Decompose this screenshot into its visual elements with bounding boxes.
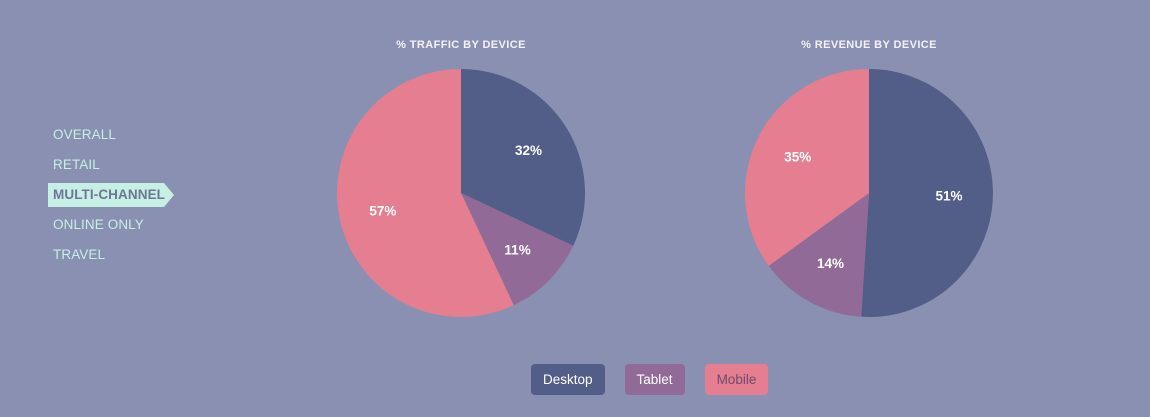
- pie-slice-mobile[interactable]: [337, 69, 514, 318]
- traffic-pie: 32% 11% 57%: [337, 69, 586, 318]
- revenue-chart-title: % REVENUE BY DEVICE: [801, 39, 937, 51]
- pie-slice-tablet[interactable]: [461, 193, 574, 306]
- pie-slice-mobile[interactable]: [744, 69, 869, 266]
- legend: Desktop Tablet Mobile: [531, 364, 769, 395]
- nav-item-travel[interactable]: TRAVEL: [0, 240, 220, 270]
- nav-item-online-only[interactable]: ONLINE ONLY: [0, 210, 220, 240]
- pie-slice-tablet[interactable]: [768, 193, 869, 317]
- legend-item-tablet[interactable]: Tablet: [624, 364, 685, 395]
- pie-slice-desktop[interactable]: [861, 69, 993, 317]
- nav-item-multi-channel[interactable]: MULTI-CHANNEL: [0, 180, 220, 210]
- legend-item-desktop[interactable]: Desktop: [531, 364, 605, 395]
- pie-label-mobile: 35%: [784, 150, 811, 165]
- pie-label-desktop: 51%: [935, 189, 962, 204]
- pie-slice-desktop[interactable]: [461, 69, 586, 246]
- nav-item-label: MULTI-CHANNEL: [53, 187, 166, 202]
- sidebar-nav: OVERALL RETAIL MULTI-CHANNEL ONLINE ONLY…: [0, 120, 220, 270]
- nav-item-retail[interactable]: RETAIL: [0, 150, 220, 180]
- pie-label-desktop: 32%: [515, 143, 542, 158]
- pie-label-mobile: 57%: [369, 203, 396, 218]
- legend-item-mobile[interactable]: Mobile: [704, 364, 769, 395]
- pie-label-tablet: 14%: [817, 256, 844, 271]
- nav-item-label: ONLINE ONLY: [53, 217, 144, 232]
- nav-item-label: OVERALL: [53, 127, 116, 142]
- active-indicator-arrow: [48, 183, 174, 207]
- traffic-chart-title: % TRAFFIC BY DEVICE: [396, 39, 526, 51]
- revenue-chart: % REVENUE BY DEVICE 51% 14% 35%: [729, 30, 1009, 330]
- nav-item-overall[interactable]: OVERALL: [0, 120, 220, 150]
- pie-label-tablet: 11%: [504, 243, 530, 258]
- traffic-chart: % TRAFFIC BY DEVICE 32% 11% 57%: [321, 30, 601, 330]
- nav-item-label: RETAIL: [53, 157, 100, 172]
- nav-item-label: TRAVEL: [53, 247, 106, 262]
- revenue-pie: 51% 14% 35%: [744, 69, 993, 317]
